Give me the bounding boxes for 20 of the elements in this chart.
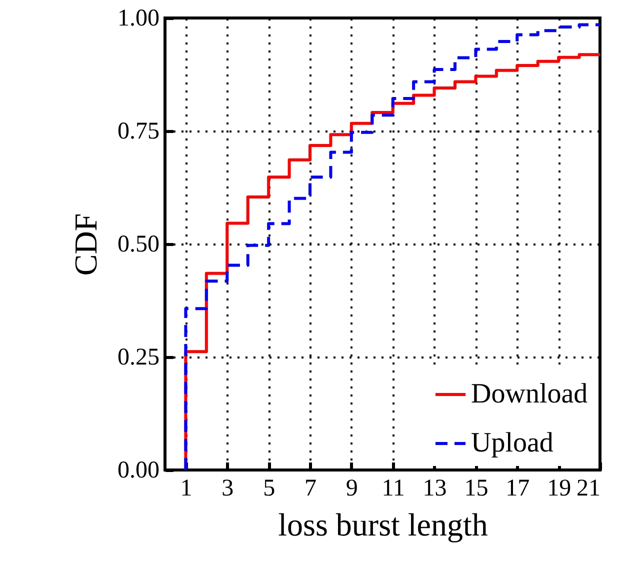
x-tick-label: 19	[547, 476, 572, 502]
y-tick-label: 0.00	[118, 458, 160, 484]
y-tick-label: 0.50	[118, 232, 160, 258]
x-tick-label: 3	[222, 476, 234, 502]
x-tick-label: 21	[576, 476, 600, 502]
x-tick-label: 1	[180, 476, 192, 502]
x-tick-label: 5	[263, 476, 276, 502]
y-tick-label: 1.00	[118, 6, 160, 32]
y-tick-label: 0.75	[118, 118, 160, 144]
x-tick-label: 11	[382, 476, 405, 502]
y-tick-label: 0.25	[118, 344, 160, 370]
legend-label: Upload	[471, 428, 554, 458]
x-tick-label: 15	[464, 476, 488, 502]
x-tick-label: 17	[506, 476, 530, 502]
x-axis-title: loss burst length	[278, 506, 488, 542]
x-tick-label: 9	[346, 476, 358, 502]
y-axis-title: CDF	[68, 213, 104, 276]
x-tick-label: 7	[304, 476, 316, 502]
legend-label: Download	[471, 378, 588, 410]
x-tick-label: 13	[422, 476, 447, 502]
